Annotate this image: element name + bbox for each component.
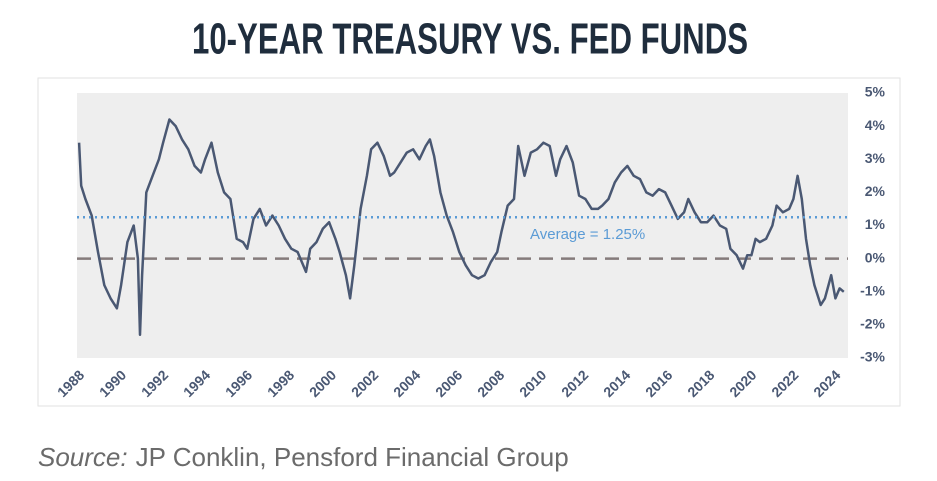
chart-title: 10-YEAR TREASURY VS. FED FUNDS bbox=[192, 15, 748, 64]
source: Source: JP Conklin, Pensford Financial Gr… bbox=[38, 442, 569, 472]
y-tick-label: 5% bbox=[865, 84, 886, 100]
average-label: Average = 1.25% bbox=[530, 226, 645, 243]
y-tick-label: 1% bbox=[865, 216, 886, 232]
data-line bbox=[77, 118, 845, 337]
plot-area bbox=[77, 93, 848, 358]
y-tick-label: -1% bbox=[860, 282, 885, 298]
y-tick-label: -2% bbox=[860, 316, 885, 332]
y-tick-label: 4% bbox=[865, 117, 886, 133]
source-label: Source: bbox=[38, 442, 128, 472]
y-tick-label: 3% bbox=[865, 150, 886, 166]
y-tick-label: 2% bbox=[865, 183, 886, 199]
y-tick-label: -3% bbox=[860, 349, 885, 365]
y-tick-label: 0% bbox=[865, 249, 886, 265]
source-text: JP Conklin, Pensford Financial Group bbox=[136, 442, 569, 472]
